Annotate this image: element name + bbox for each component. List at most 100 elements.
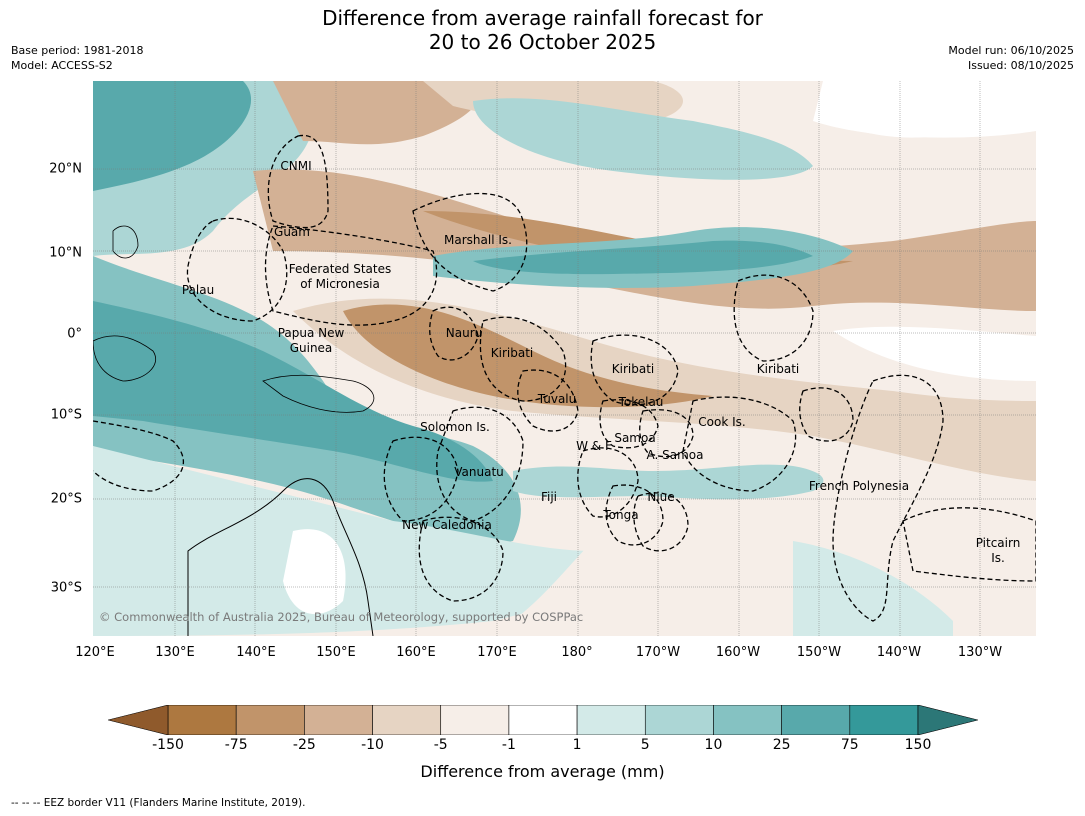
place-fiji: Fiji	[540, 490, 558, 504]
model-run: Model run: 06/10/2025	[948, 44, 1074, 57]
lon-label-160e: 160°E	[396, 645, 436, 660]
place-kiribati-central: Kiribati	[611, 362, 655, 376]
place-tokelau: Tokelau	[618, 395, 664, 409]
colorbar-extend-low	[108, 705, 169, 735]
lat-label-10n: 10°N	[49, 245, 82, 261]
place-png-line-1: Papua New	[277, 326, 345, 340]
colorbar-tick-label: 25	[772, 737, 791, 753]
place-nauru: Nauru	[445, 326, 483, 340]
colorbar-bin	[304, 705, 373, 735]
place-samoa: Samoa	[614, 431, 656, 445]
lon-label-170e: 170°E	[477, 645, 517, 660]
eez-footnote: -- -- -- EEZ border V11 (Flanders Marine…	[11, 797, 306, 809]
meta-right: Model run: 06/10/2025 Issued: 08/10/2025	[948, 43, 1074, 73]
place-tonga: Tonga	[603, 508, 639, 522]
colorbar-bin	[167, 705, 237, 735]
place-png-line-2: Guinea	[289, 341, 333, 355]
colorbar-label: Difference from average (mm)	[420, 762, 665, 781]
philippines-coastline	[112, 225, 139, 259]
colorbar-tick-label: -5	[433, 737, 448, 753]
place-marshall-islands: Marshall Is.	[444, 233, 512, 247]
lon-label-180: 180°	[561, 645, 593, 660]
meta-left: Base period: 1981-2018 Model: ACCESS-S2	[11, 43, 143, 73]
place-tuvalu: Tuvalu	[537, 392, 577, 406]
lat-label-20s: 20°S	[50, 491, 82, 507]
lon-label-130w: 130°W	[957, 645, 1003, 660]
place-pitcairn-line-2: Is.	[991, 551, 1005, 565]
lon-label-130e: 130°E	[155, 645, 195, 660]
place-pitcairn-line-1: Pitcairn	[975, 536, 1021, 550]
colorbar-bin	[713, 705, 782, 735]
title-line-2: 20 to 26 October 2025	[428, 30, 657, 54]
north-wet-streak	[473, 98, 813, 180]
place-french-polynesia: French Polynesia	[808, 479, 910, 493]
north-dry-band	[273, 81, 480, 145]
colorbar-tick-label: 150	[904, 737, 932, 753]
colorbar	[108, 705, 978, 735]
place-american-samoa: A. Samoa	[646, 448, 704, 462]
place-palau: Palau	[181, 283, 215, 297]
lat-label-10s: 10°S	[50, 407, 82, 423]
lon-label-120e: 120°E	[75, 645, 115, 660]
australia-neutral	[283, 529, 346, 615]
place-niue: Niue	[647, 490, 675, 504]
colorbar-tick-label: -25	[292, 737, 316, 753]
lon-label-160w: 160°W	[715, 645, 761, 660]
rainfall-map	[93, 81, 1036, 636]
colorbar-tick-label: 5	[640, 737, 650, 753]
north-west-wet-core	[93, 81, 252, 191]
model-name: Model: ACCESS-S2	[11, 59, 113, 72]
map-panel	[93, 81, 1036, 636]
lon-label-150e: 150°E	[316, 645, 356, 660]
colorbar-tick-label: -75	[224, 737, 248, 753]
colorbar-tick-label: 10	[704, 737, 723, 753]
australia-coastline	[187, 478, 374, 636]
colorbar-tick-label: -1	[501, 737, 516, 753]
equatorial-dry-core	[343, 304, 713, 408]
lon-label-150w: 150°W	[796, 645, 842, 660]
png-coastline	[262, 374, 375, 413]
place-fsm-line-1: Federated States	[288, 262, 392, 276]
place-kiribati-west: Kiribati	[490, 346, 534, 360]
lon-label-140e: 140°E	[236, 645, 276, 660]
base-period: Base period: 1981-2018	[11, 44, 144, 57]
lon-label-170w: 170°W	[635, 645, 681, 660]
colorbar-extend-high	[917, 705, 978, 735]
tropical-dry-band	[253, 169, 1036, 311]
place-fsm-line-2: of Micronesia	[300, 277, 380, 291]
place-kiribati-east: Kiribati	[756, 362, 800, 376]
place-cook-islands: Cook Is.	[698, 415, 746, 429]
colorbar-bins	[167, 705, 919, 735]
title-line-1: Difference from average rainfall forecas…	[322, 6, 763, 30]
colorbar-tick-label: -150	[152, 737, 184, 753]
colorbar-bin	[576, 705, 646, 735]
neutral-patch-1	[833, 110, 953, 138]
colorbar-bin	[508, 705, 578, 735]
colorbar-bin	[235, 705, 305, 735]
place-vanuatu: Vanuatu	[454, 465, 504, 479]
place-wallis-futuna: W & F	[576, 439, 612, 453]
itcz-wet-core	[473, 240, 813, 275]
copyright-notice: © Commonwealth of Australia 2025, Bureau…	[99, 610, 584, 624]
maritime-continent-wet-core	[93, 301, 493, 482]
indonesia-coastline	[93, 335, 156, 382]
southeast-wet-patch	[793, 541, 953, 636]
colorbar-bin	[781, 705, 851, 735]
place-new-caledonia: New Caledonia	[402, 518, 492, 532]
map-title: Difference from average rainfall forecas…	[0, 6, 1085, 54]
place-solomon-islands: Solomon Is.	[420, 420, 490, 434]
colorbar-bin	[644, 705, 714, 735]
eez-borders	[93, 134, 1036, 622]
lat-label-30s: 30°S	[50, 580, 82, 596]
colorbar-tick-label: 1	[572, 737, 582, 753]
colorbar-bin	[440, 705, 510, 735]
lon-label-140w: 140°W	[876, 645, 922, 660]
lat-label-20n: 20°N	[49, 161, 82, 177]
lat-label-0: 0°	[67, 326, 82, 342]
gridlines	[93, 81, 1036, 636]
issued-date: Issued: 08/10/2025	[967, 59, 1074, 72]
place-cnmi: CNMI	[280, 159, 312, 173]
colorbar-bin	[372, 705, 442, 735]
colorbar-tick-label: 75	[840, 737, 859, 753]
place-guam: Guam	[274, 225, 310, 239]
